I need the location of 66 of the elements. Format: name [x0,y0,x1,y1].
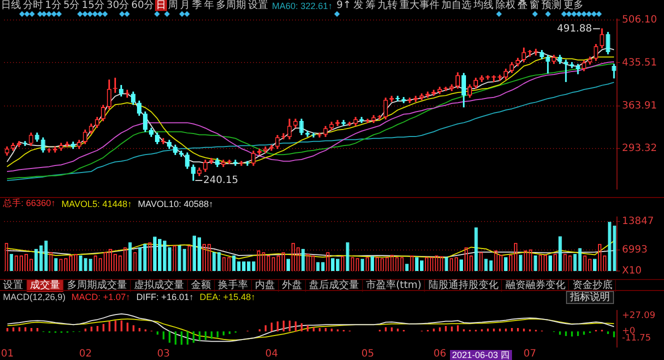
text: 年 [202,0,215,11]
y-tick-label: +27.09 [622,310,656,321]
text: 日线 [0,0,22,11]
text: 成交量 [27,280,64,292]
annotation: 491.88 [556,23,592,34]
text: 2021-06-03 四 [450,350,512,360]
x-tick-label: 03 [157,348,170,360]
text: 9↑ [336,0,352,11]
x-tick-label: 06 [433,348,446,360]
chart-title: MACD(12,26,9) [2,292,67,302]
text: 60分 [130,0,155,11]
text: 多周期 [214,0,247,11]
text: 30分 [105,0,130,11]
text: 季 [190,0,203,11]
text: 周 [166,0,179,11]
y-tick-label: 6993 [622,244,648,256]
text: 换手率 [215,280,252,292]
text: DEA: +15.48↑ [198,292,256,302]
text: 月 [178,0,191,11]
candlestick [461,72,466,108]
text: MACD: +1.07↑ [70,292,132,302]
x-tick-label: 05 [361,348,374,360]
y-tick-label: 435.51 [622,57,657,68]
text: 资金抄底 [569,280,616,292]
annotation: 240.15 [203,175,238,186]
text: MA60: 322.61↑ [270,0,334,10]
y-tick-label: 506.10 [622,14,657,26]
text: 总手: 66360↑ [2,197,57,210]
y-tick-label: 363.91 [622,100,657,112]
text: MAVOL5: 41448↑ [60,198,133,208]
text: 发 [352,0,364,11]
text: 多周期成交量 [64,280,131,292]
y-tick-label: 13847 [622,216,654,227]
text: 日 [154,0,167,11]
text: 重大事件 [398,0,440,11]
text: 5分 [62,0,81,11]
text: 九转 [376,0,398,11]
text: 筹 [364,0,376,11]
text: MAVOL10: 40588↑ [136,198,214,208]
text: 除权 [494,0,516,11]
series-label: DIFF: +16.01↑ [135,292,195,302]
text: 分时 [22,0,44,11]
text: 均线 [472,0,494,11]
text: 设置 [246,0,269,11]
text: 指标说明 [566,291,614,304]
text: 内盘 [252,280,279,292]
text: 预测 [540,0,562,11]
text: 叠 [516,0,528,11]
text: 设置 [0,280,27,292]
text: 市盈率(ttm) [363,280,426,292]
text: 虚拟成交量 [131,280,188,292]
text: 1分 [44,0,62,11]
text: 融资融券变化 [502,280,570,292]
text: 15分 [80,0,106,11]
x-tick-label: 04 [265,348,278,360]
y-tick-label: 293.32 [622,143,657,154]
text: 盘后成交量 [306,280,363,292]
text: 陆股通持股变化 [425,280,502,292]
text: 加自选 [440,0,472,11]
text: 外盘 [279,280,306,292]
x-tick-label: 01 [1,348,14,360]
text: 金额 [188,280,215,292]
text: 更多 [562,0,584,11]
x-tick-label: 07 [524,348,536,360]
y-tick-label: X10 [622,266,642,277]
x-tick-label: 02 [79,348,92,360]
